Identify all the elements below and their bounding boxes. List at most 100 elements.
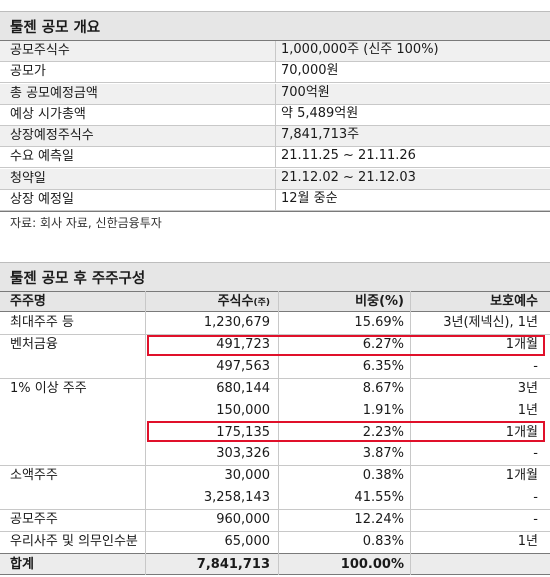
overview-row: 공모주식수 1,000,000주 (신주 100%)	[0, 41, 550, 62]
shareholder-name: 우리사주 및 의무인수분	[10, 534, 138, 549]
shareholder-ratio: 3.87%	[362, 446, 404, 462]
overview-value: 약 5,489억원	[275, 104, 550, 125]
header-shares-label: 주식수	[217, 294, 254, 309]
overview-value: 21.12.02 ~ 21.12.03	[275, 168, 550, 189]
shareholder-row: 3,258,143 41.55% -	[0, 487, 550, 509]
shareholder-row: 1% 이상 주주 680,144 8.67% 3년	[0, 378, 550, 400]
shareholder-lockup: -	[533, 512, 538, 528]
shareholder-ratio: 6.27%	[362, 336, 404, 352]
shareholder-lockup: -	[533, 446, 538, 462]
overview-row: 예상 시가총액 약 5,489억원	[0, 104, 550, 126]
header-shares: 주식수(주)	[218, 294, 270, 311]
shareholder-row: 최대주주 등 1,230,679 15.69% 3년(제넥신), 1년	[0, 312, 550, 334]
shareholder-row: 175,135 2.23% 1개월	[0, 422, 550, 444]
col-divider-3	[410, 291, 411, 575]
group-divider	[0, 377, 550, 379]
overview-key: 공모가	[10, 64, 46, 80]
shareholder-shares: 1,230,679	[203, 315, 270, 330]
shareholder-row: 우리사주 및 의무인수분 65,000 0.83% 1년	[0, 531, 550, 553]
shareholder-row: 150,000 1.91% 1년	[0, 400, 550, 422]
header-lockup: 보호예수	[490, 294, 538, 309]
header-name: 주주명	[10, 294, 46, 309]
overview-value: 70,000원	[275, 62, 550, 83]
overview-row: 청약일 21.12.02 ~ 21.12.03	[0, 168, 550, 190]
overview-value: 12월 중순	[275, 189, 550, 210]
overview-title: 툴젠 공모 개요	[0, 11, 550, 40]
header-ratio: 비중(%)	[355, 294, 404, 309]
total-shares: 7,841,713	[196, 557, 270, 572]
shareholder-ratio: 15.69%	[354, 315, 404, 330]
overview-key: 상장예정주식수	[10, 128, 94, 143]
shareholder-name: 공모주주	[10, 512, 58, 528]
overview-row: 수요 예측일 21.11.25 ~ 21.11.26	[0, 147, 550, 169]
overview-row: 공모가 70,000원	[0, 62, 550, 84]
shareholder-shares: 303,326	[216, 446, 270, 462]
overview-row: 상장예정주식수 7,841,713주	[0, 126, 550, 147]
shareholder-lockup: 3년(제넥신), 1년	[443, 315, 538, 330]
shareholder-lockup: 1개월	[505, 424, 538, 440]
total-row: 합계 7,841,713 100.00%	[0, 553, 550, 575]
overview-key: 공모주식수	[10, 43, 70, 58]
shareholder-ratio: 6.35%	[362, 358, 404, 374]
overview-row: 총 공모예정금액 700억원	[0, 83, 550, 105]
shareholder-row: 소액주주 30,000 0.38% 1개월	[0, 465, 550, 487]
shareholder-shares: 150,000	[216, 402, 270, 418]
shareholder-name: 1% 이상 주주	[10, 380, 87, 396]
shareholder-shares: 3,258,143	[203, 490, 270, 506]
header-shares-unit: (주)	[253, 298, 270, 308]
shareholder-row: 497,563 6.35% -	[0, 356, 550, 378]
shareholder-lockup: 1년	[517, 402, 538, 418]
overview-top-rule	[0, 40, 550, 41]
shareholder-lockup: 1개월	[505, 468, 538, 484]
overview-bottom-rule	[0, 211, 550, 212]
shareholder-name: 최대주주 등	[10, 315, 74, 330]
shareholder-ratio: 0.38%	[362, 468, 404, 484]
shareholder-row: 303,326 3.87% -	[0, 443, 550, 465]
group-divider	[0, 465, 550, 467]
total-name: 합계	[10, 557, 34, 572]
shareholder-ratio: 0.83%	[362, 534, 404, 549]
shareholder-shares: 65,000	[224, 534, 271, 549]
source-note: 자료: 회사 자료, 신한금융투자	[10, 216, 162, 230]
shareholder-name: 벤처금융	[10, 336, 58, 352]
shareholder-row: 공모주주 960,000 12.24% -	[0, 509, 550, 531]
overview-key: 총 공모예정금액	[10, 85, 98, 101]
overview-key: 청약일	[10, 170, 46, 186]
shareholder-shares: 175,135	[216, 424, 270, 440]
overview-key: 수요 예측일	[10, 149, 74, 165]
shareholder-lockup: -	[533, 490, 538, 506]
overview-row: 상장 예정일 12월 중순	[0, 189, 550, 211]
col-divider-1	[145, 291, 146, 575]
overview-key: 상장 예정일	[10, 191, 74, 207]
group-divider	[0, 509, 550, 511]
shareholder-shares: 30,000	[224, 468, 271, 484]
shareholder-ratio: 8.67%	[362, 380, 404, 396]
group-divider	[0, 531, 550, 532]
shareholder-row: 벤처금융 491,723 6.27% 1개월	[0, 334, 550, 356]
total-ratio: 100.00%	[340, 557, 404, 572]
shareholder-ratio: 2.23%	[362, 424, 404, 440]
overview-value: 21.11.25 ~ 21.11.26	[275, 147, 550, 168]
highlight-box-venture	[147, 335, 545, 356]
shareholder-lockup: -	[533, 358, 538, 374]
overview-value: 1,000,000주 (신주 100%)	[275, 41, 550, 61]
overview-key: 예상 시가총액	[10, 106, 86, 122]
overview-value: 700억원	[275, 83, 550, 104]
overview-value: 7,841,713주	[275, 126, 550, 146]
shareholder-ratio: 41.55%	[354, 490, 404, 506]
shareholder-lockup: 3년	[517, 380, 538, 396]
shareholder-ratio: 12.24%	[354, 512, 404, 528]
overview-title-text: 툴젠 공모 개요	[10, 19, 101, 36]
shareholder-lockup: 1년	[517, 534, 538, 549]
shareholder-shares: 960,000	[216, 512, 270, 528]
shareholder-shares: 680,144	[216, 380, 270, 396]
shareholders-title-text: 툴젠 공모 후 주주구성	[10, 270, 146, 287]
highlight-box-major-holder	[147, 421, 545, 442]
shareholder-shares: 491,723	[216, 336, 270, 352]
shareholders-header-row: 주주명 주식수(주) 비중(%) 보호예수	[0, 291, 550, 312]
group-divider	[0, 333, 550, 335]
shareholder-name: 소액주주	[10, 468, 58, 484]
shareholder-ratio: 1.91%	[362, 402, 404, 418]
col-divider-2	[278, 291, 279, 575]
shareholder-lockup: 1개월	[505, 336, 538, 352]
